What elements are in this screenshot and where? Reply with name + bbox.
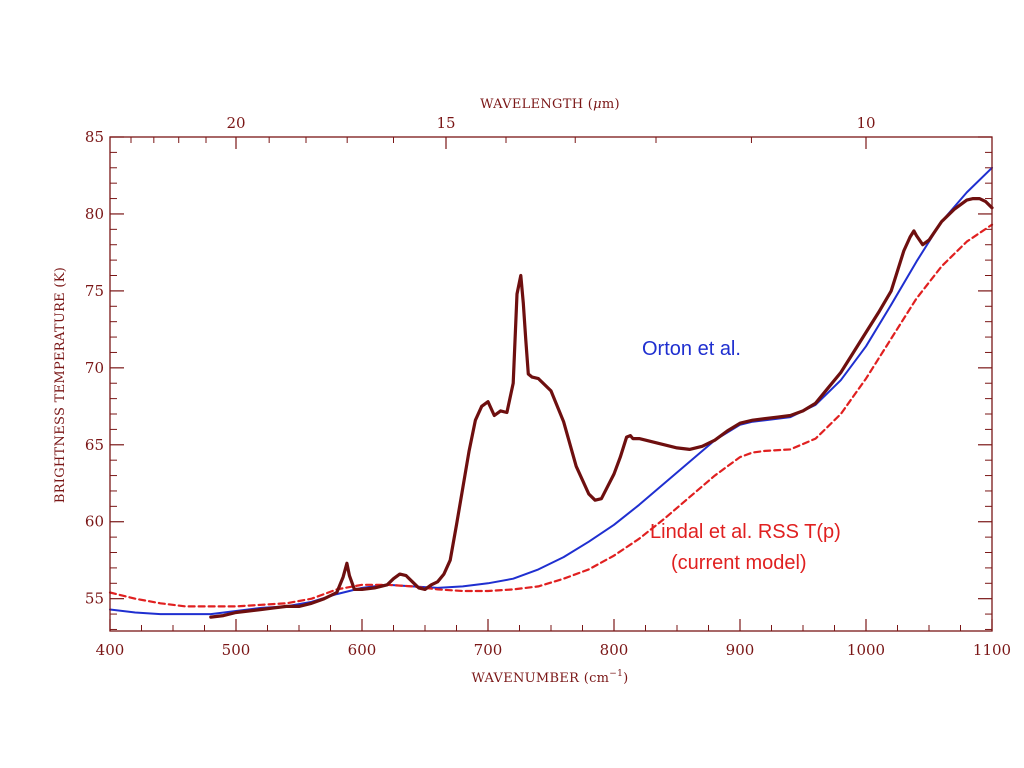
y-tick-label: 80 <box>85 205 104 223</box>
x-tick-label: 700 <box>474 641 503 659</box>
observed-spectrum-line <box>209 197 994 619</box>
y-axis-title: BRIGHTNESS TEMPERATURE (K) <box>53 267 68 503</box>
tick-labels-layer: 400 500 600 700 800 900 1000 1100 55 60 65 70 75 80 85… <box>85 114 1011 659</box>
x-tick-label: 600 <box>348 641 377 659</box>
x-tick-label: 500 <box>222 641 251 659</box>
y-tick-label: 75 <box>85 282 104 300</box>
y-tick-label: 85 <box>85 128 104 146</box>
y-tick-label: 65 <box>85 436 104 454</box>
y-tick-label: 70 <box>85 359 104 377</box>
top-tick-label: 15 <box>436 114 455 132</box>
y-tick-label: 60 <box>85 513 104 531</box>
lindal-model-line <box>108 223 994 608</box>
series-layer <box>108 166 994 619</box>
x-tick-label: 400 <box>96 641 125 659</box>
axis-ticks-layer <box>109 136 993 631</box>
lindal-annotation-line1: Lindal et al. RSS T(p) <box>650 521 841 543</box>
x-axis-title: WAVENUMBER (cm−1) <box>471 669 628 686</box>
x-tick-label: 900 <box>726 641 755 659</box>
top-tick-label: 10 <box>856 114 875 132</box>
x-tick-label: 800 <box>600 641 629 659</box>
plot-frame <box>109 136 993 632</box>
top-tick-label: 20 <box>226 114 245 132</box>
y-tick-label: 55 <box>85 590 104 608</box>
top-axis-title: WAVELENGTH (μm) <box>480 97 620 112</box>
x-tick-label: 1000 <box>847 641 885 659</box>
lindal-annotation-line2: (current model) <box>671 552 807 574</box>
orton-annotation: Orton et al. <box>642 338 741 360</box>
x-tick-label: 1100 <box>973 641 1011 659</box>
